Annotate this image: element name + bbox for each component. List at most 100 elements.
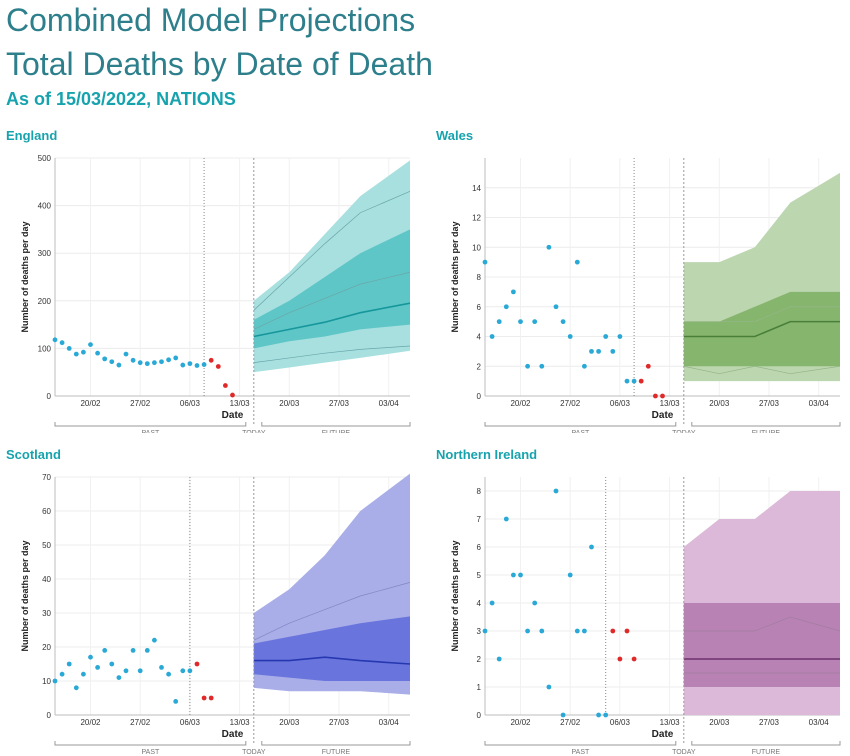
observed-point bbox=[489, 334, 495, 339]
x-tick-label: 20/03 bbox=[709, 718, 730, 727]
y-tick-label: 10 bbox=[472, 243, 481, 252]
observed-point bbox=[137, 360, 143, 366]
incomplete-point bbox=[645, 363, 651, 369]
x-tick-label: 03/04 bbox=[379, 718, 400, 727]
projection-thin-line bbox=[683, 616, 841, 632]
x-tick-label: 27/03 bbox=[759, 718, 780, 727]
observed-point bbox=[73, 685, 79, 691]
observed-point bbox=[187, 361, 193, 367]
x-tick-label: 06/03 bbox=[610, 718, 631, 727]
observed-point bbox=[553, 304, 559, 310]
y-tick-label: 2 bbox=[477, 655, 482, 664]
incomplete-point bbox=[215, 364, 221, 369]
observed-point bbox=[130, 357, 136, 363]
observed-point bbox=[496, 319, 502, 325]
y-tick-label: 40 bbox=[42, 575, 51, 584]
past-label: PAST bbox=[142, 749, 160, 756]
observed-point bbox=[109, 359, 115, 365]
x-tick-label: 13/03 bbox=[660, 718, 681, 727]
projection-inner-band bbox=[253, 229, 410, 349]
chart-scotland: 0 10 20 30 40 50 60 70 20/02 27/02 06/03 13/03 20/03… bbox=[20, 473, 411, 756]
observed-point bbox=[194, 363, 200, 368]
observed-point bbox=[166, 357, 172, 363]
observed-point bbox=[88, 342, 93, 347]
projection-median-line bbox=[683, 320, 840, 338]
x-tick-label: 27/02 bbox=[560, 718, 581, 727]
observed-point bbox=[116, 362, 122, 368]
x-tick-label: 13/03 bbox=[230, 718, 251, 727]
observed-point bbox=[123, 351, 129, 357]
observed-point bbox=[560, 319, 566, 325]
y-tick-label: 400 bbox=[38, 202, 52, 211]
x-tick-label: 27/02 bbox=[130, 399, 151, 408]
x-tick-label: 20/03 bbox=[709, 399, 730, 408]
observed-point bbox=[596, 712, 601, 718]
observed-point bbox=[102, 648, 108, 653]
y-tick-label: 60 bbox=[42, 507, 51, 516]
future-bracket bbox=[261, 422, 411, 427]
x-tick-label: 20/02 bbox=[510, 399, 531, 408]
past-label: PAST bbox=[572, 749, 590, 756]
x-tick-label: 03/04 bbox=[809, 399, 830, 408]
y-tick-label: 6 bbox=[477, 303, 482, 312]
panel-wales: Wales 0 2 4 6 8 10 12 14 20/02 27/02 06/03 13/03 20/… bbox=[430, 128, 850, 433]
observed-point bbox=[52, 678, 58, 684]
observed-point bbox=[173, 355, 179, 361]
x-tick-label: 27/02 bbox=[560, 399, 581, 408]
panel-title: Wales bbox=[436, 128, 474, 143]
observed-point bbox=[518, 572, 523, 578]
today-label: TODAY bbox=[242, 430, 266, 433]
observed-point bbox=[81, 349, 86, 355]
x-tick-label: 27/03 bbox=[759, 399, 780, 408]
y-axis-label: Number of deaths per day bbox=[20, 221, 30, 332]
projection-thin-line bbox=[683, 306, 840, 322]
observed-point bbox=[73, 351, 79, 357]
x-tick-label: 20/02 bbox=[80, 718, 101, 727]
future-label: FUTURE bbox=[322, 430, 351, 433]
observed-point bbox=[159, 359, 164, 365]
observed-point bbox=[518, 319, 523, 325]
y-axis-label: Number of deaths per day bbox=[20, 540, 30, 651]
past-bracket bbox=[484, 422, 677, 427]
observed-point bbox=[610, 348, 616, 354]
y-tick-label: 100 bbox=[38, 344, 52, 353]
observed-point bbox=[567, 572, 573, 578]
y-tick-label: 0 bbox=[477, 392, 482, 401]
observed-point bbox=[180, 362, 186, 368]
observed-point bbox=[624, 378, 630, 384]
panel-title: Northern Ireland bbox=[436, 447, 538, 462]
incomplete-point bbox=[617, 656, 623, 662]
x-axis-label: Date bbox=[652, 729, 674, 740]
observed-point bbox=[617, 334, 623, 339]
projection-thin-line bbox=[683, 365, 841, 375]
as-of-label: As of 15/03/2022, NATIONS bbox=[6, 89, 236, 109]
y-tick-label: 0 bbox=[47, 392, 52, 401]
observed-point bbox=[116, 675, 122, 680]
incomplete-point bbox=[624, 628, 630, 634]
y-tick-label: 70 bbox=[42, 473, 51, 482]
y-tick-label: 200 bbox=[38, 297, 52, 306]
observed-point bbox=[603, 334, 609, 339]
chart-england: 0 100 200 300 400 500 20/02 27/02 06/03 13/03 20/0… bbox=[20, 154, 411, 433]
observed-point bbox=[173, 699, 179, 704]
observed-point bbox=[166, 671, 172, 677]
future-label: FUTURE bbox=[752, 430, 781, 433]
observed-point bbox=[596, 348, 601, 354]
y-tick-label: 4 bbox=[477, 599, 482, 608]
past-bracket bbox=[54, 422, 247, 427]
observed-point bbox=[603, 712, 609, 718]
observed-point bbox=[553, 488, 559, 494]
x-tick-label: 20/02 bbox=[80, 399, 101, 408]
x-tick-label: 06/03 bbox=[180, 718, 201, 727]
incomplete-point bbox=[638, 378, 644, 384]
incomplete-point bbox=[230, 392, 235, 398]
panel-england: England 0 100 200 300 400 500 20/02 27/02 06/03 1… bbox=[0, 128, 420, 433]
observed-point bbox=[574, 628, 580, 634]
x-axis-label: Date bbox=[222, 729, 244, 740]
observed-point bbox=[503, 516, 509, 522]
page-subtitle: Total Deaths by Date of Death bbox=[6, 46, 433, 82]
observed-point bbox=[546, 244, 552, 250]
future-label: FUTURE bbox=[322, 749, 351, 756]
y-tick-label: 12 bbox=[472, 214, 481, 223]
observed-point bbox=[582, 628, 587, 634]
